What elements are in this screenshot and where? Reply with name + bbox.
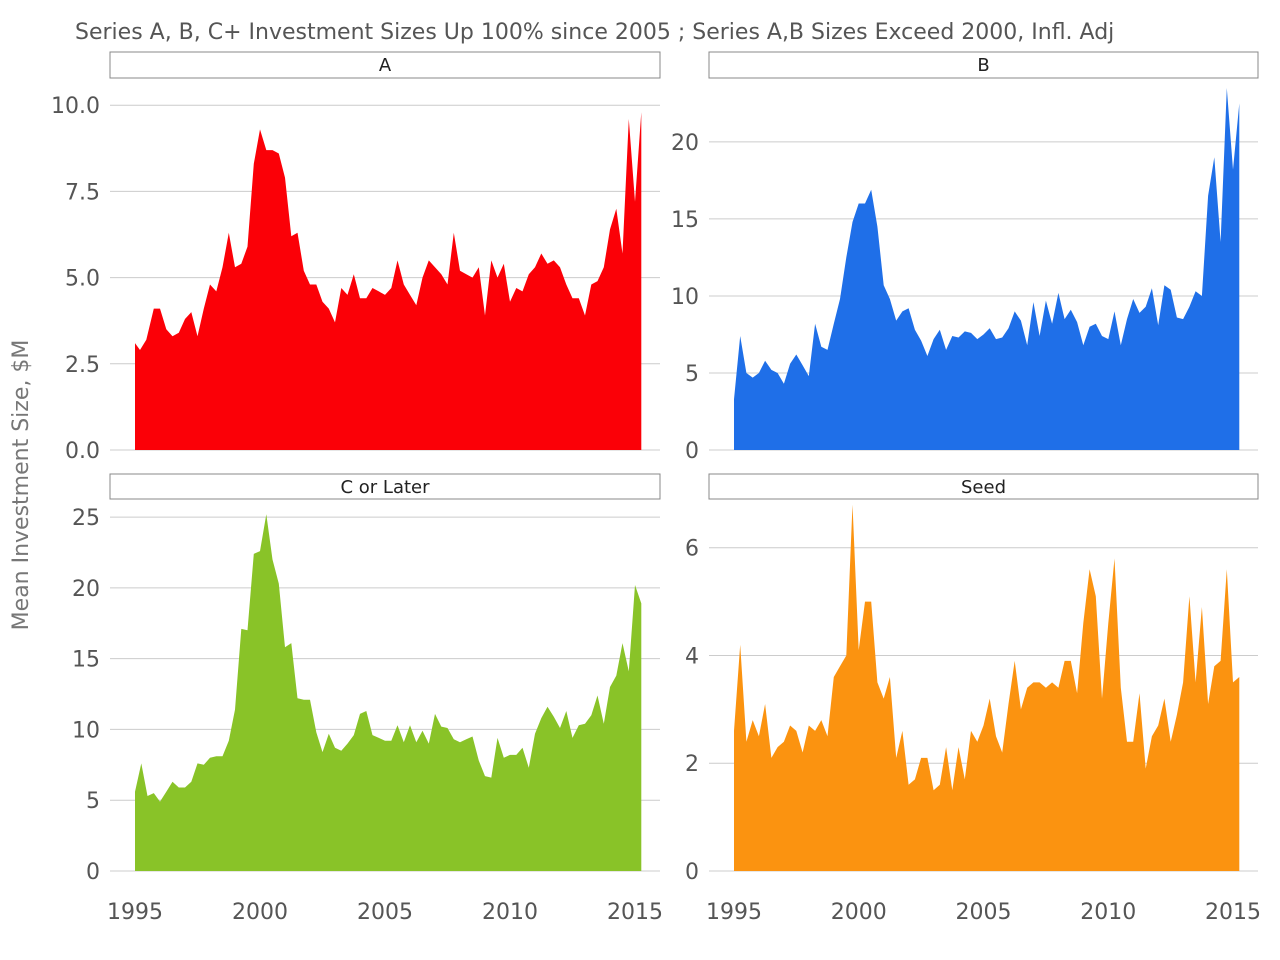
y-tick-label-a: 0.0 [65,439,100,464]
y-tick-label-a: 10.0 [51,94,100,119]
area-series-a [135,112,642,450]
x-tick-label-seed: 1995 [706,900,762,925]
panel-c-or-later: C or Later 0 5 10 15 20 25 1995 2000 2005 2010 2015 [72,473,663,925]
y-tick-label-c-or-later: 0 [86,860,100,885]
x-tick-label-c-or-later: 1995 [107,900,163,925]
y-tick-label-c-or-later: 5 [86,789,100,814]
y-tick-label-a: 2.5 [65,353,100,378]
strip-a [109,51,661,79]
strip-label-b: B [977,55,989,76]
y-tick-label-c-or-later: 20 [72,577,100,602]
y-tick-label-c-or-later: 15 [72,648,100,673]
y-tick-label-seed: 4 [685,644,699,669]
panel-b: B 0 5 10 15 20 [671,51,1259,464]
x-tick-label-c-or-later: 2010 [482,900,538,925]
x-tick-label-seed: 2015 [1205,900,1261,925]
x-tick-label-seed: 2005 [956,900,1012,925]
y-tick-label-b: 5 [685,362,699,387]
x-tick-label-seed: 2010 [1080,900,1136,925]
strip-label-a: A [379,55,392,76]
y-axis-label: Mean Investment Size, $M [9,340,34,631]
y-tick-label-a: 7.5 [65,180,100,205]
chart-title: Series A, B, C+ Investment Sizes Up 100%… [75,20,1114,45]
y-tick-label-c-or-later: 10 [72,718,100,743]
area-series-c-or-later [135,514,642,871]
x-tick-label-c-or-later: 2015 [607,900,663,925]
x-tick-label-seed: 2000 [831,900,887,925]
y-tick-label-b: 15 [671,208,699,233]
strip-label-seed: Seed [961,477,1006,498]
y-tick-label-c-or-later: 25 [72,506,100,531]
y-tick-label-seed: 6 [685,537,699,562]
y-tick-label-b: 10 [671,285,699,310]
x-tick-label-c-or-later: 2005 [357,900,413,925]
y-tick-label-a: 5.0 [65,267,100,292]
y-tick-label-b: 0 [685,439,699,464]
y-tick-label-b: 20 [671,131,699,156]
area-series-b [734,88,1240,450]
strip-b [708,51,1259,79]
y-tick-label-seed: 0 [685,860,699,885]
panel-a: A 0.0 2.5 5.0 7.5 10.0 [51,51,661,464]
area-series-seed [734,504,1240,871]
strip-seed [708,473,1259,500]
strip-label-c-or-later: C or Later [340,477,430,498]
strip-c-or-later [109,473,661,500]
y-tick-label-seed: 2 [685,752,699,777]
x-tick-label-c-or-later: 2000 [232,900,288,925]
panel-seed: Seed 0 2 4 6 1995 2000 2005 2010 2015 [685,473,1261,925]
